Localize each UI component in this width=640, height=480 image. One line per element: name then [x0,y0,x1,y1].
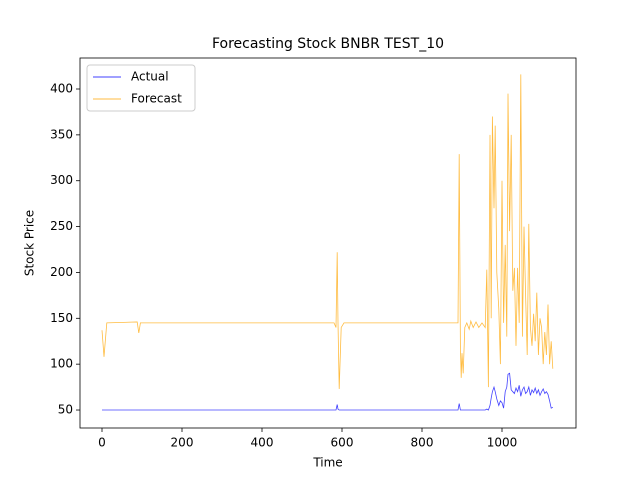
plot-frame [79,57,577,429]
y-tick-label: 200 [50,265,73,279]
chart-title: Forecasting Stock BNBR TEST_10 [212,36,444,52]
y-tick-label: 100 [50,357,73,371]
y-axis-label: Stock Price [23,210,37,276]
y-tick-label: 300 [50,173,73,187]
legend-label: Actual [131,70,169,84]
x-tick-label: 800 [411,436,434,450]
y-tick-label: 400 [50,82,73,96]
y-tick-label: 350 [50,127,73,141]
legend-label: Forecast [131,92,182,106]
x-tick-label: 1000 [487,436,518,450]
legend-box [86,64,196,112]
x-tick-label: 0 [98,436,106,450]
y-tick-label: 250 [50,219,73,233]
series-line [101,74,554,389]
y-tick-label: 50 [58,403,73,417]
y-tick-label: 150 [50,311,73,325]
series-line [102,372,553,411]
x-tick-label: 600 [331,436,354,450]
x-axis-label: Time [312,456,342,470]
x-tick-label: 200 [171,436,194,450]
x-tick-label: 400 [251,436,274,450]
